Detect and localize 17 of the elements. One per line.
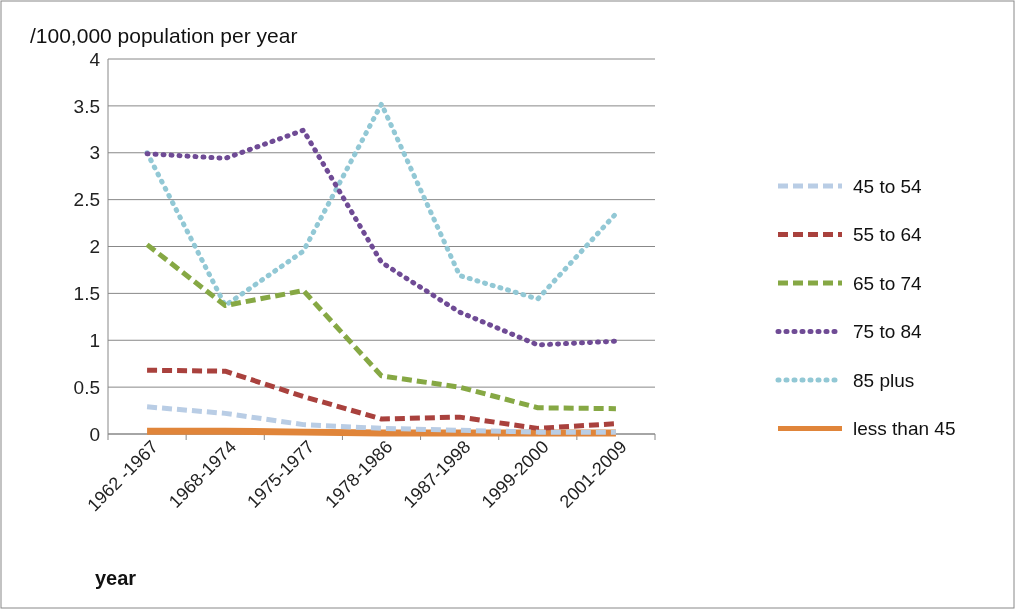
- legend-label: 65 to 74: [853, 272, 923, 294]
- y-axis-title: /100,000 population per year: [30, 24, 298, 47]
- legend-label: 55 to 64: [853, 224, 923, 246]
- y-tick-label: 2.5: [73, 189, 100, 211]
- y-tick-label: 3: [89, 142, 100, 164]
- legend-label: 75 to 84: [853, 321, 923, 343]
- y-tick-label: 1.5: [73, 283, 100, 305]
- legend-label: less than 45: [853, 418, 956, 440]
- legend-label: 45 to 54: [853, 175, 923, 197]
- y-tick-label: 3.5: [73, 95, 100, 117]
- y-tick-label: 1: [89, 329, 100, 351]
- y-tick-label: 2: [89, 236, 100, 258]
- y-tick-label: 4: [89, 48, 101, 70]
- legend-label: 85 plus: [853, 369, 915, 391]
- x-axis-title: year: [95, 567, 137, 589]
- y-tick-label: 0.5: [73, 376, 100, 398]
- y-tick-label: 0: [89, 423, 100, 445]
